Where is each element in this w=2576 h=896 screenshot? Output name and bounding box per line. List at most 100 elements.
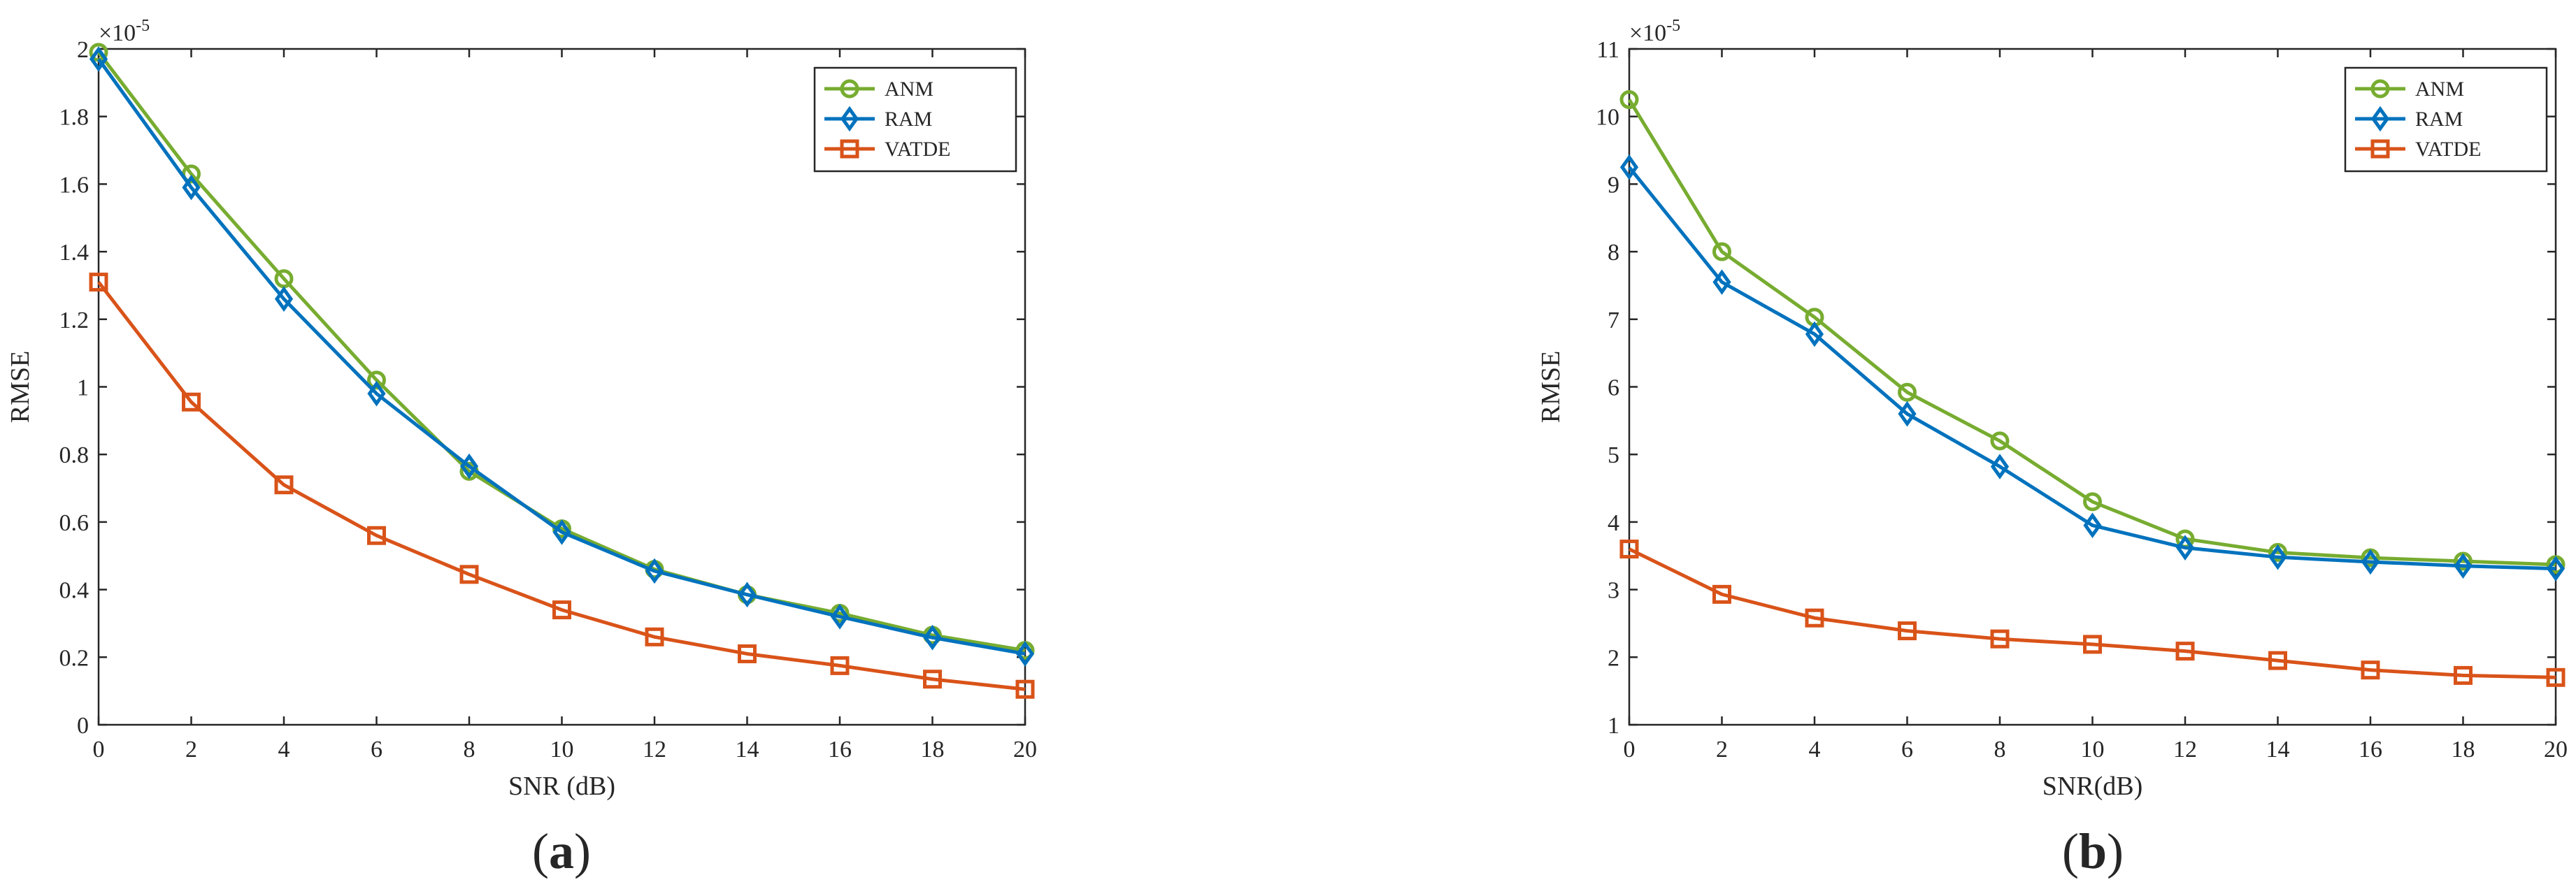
panel-label-part: a bbox=[549, 823, 574, 879]
y-tick-label: 3 bbox=[1608, 578, 1619, 604]
data-point-vatde bbox=[1990, 629, 2010, 649]
data-point-ram bbox=[2454, 553, 2473, 579]
x-tick-label: 2 bbox=[185, 737, 197, 763]
y-tick-label: 0.8 bbox=[59, 442, 90, 468]
data-point-ram bbox=[2361, 549, 2380, 575]
x-tick-label: 6 bbox=[1901, 737, 1913, 763]
x-tick-label: 14 bbox=[736, 737, 759, 763]
data-point-vatde bbox=[2268, 651, 2287, 670]
series-vatde bbox=[1619, 540, 2566, 687]
chart-panel-a: 0 2 4 6 8 10 12 14 16 18 20 0 0.2 0.4 0.6 0.8 1 1.2 1.4 1.6… bbox=[6, 17, 1037, 879]
x-tick-label: 8 bbox=[1994, 737, 2006, 763]
legend-swatch-marker bbox=[2370, 79, 2390, 99]
chart-panel-b: 0 2 4 6 8 10 12 14 16 18 201234567891011×10-5SNR(d… bbox=[1536, 17, 2568, 879]
legend-label: ANM bbox=[2415, 78, 2464, 101]
data-point-anm bbox=[1990, 431, 2010, 451]
x-tick-label: 0 bbox=[1624, 737, 1636, 763]
legend-label: VATDE bbox=[885, 138, 950, 161]
data-point-vatde bbox=[274, 475, 294, 495]
data-point-ram bbox=[1805, 321, 1824, 347]
y-tick-label: 2 bbox=[1608, 645, 1619, 671]
x-tick-label: 2 bbox=[1716, 737, 1728, 763]
data-point-vatde bbox=[1712, 584, 1731, 604]
x-tick-label: 20 bbox=[2544, 737, 2568, 763]
x-tick-label: 12 bbox=[2173, 737, 2197, 763]
panel-label-part: b bbox=[2079, 823, 2107, 879]
y-exponent-label: ×10-5 bbox=[99, 17, 150, 46]
panel-label: (b) bbox=[2062, 823, 2124, 879]
data-point-ram bbox=[1990, 454, 2010, 479]
data-point-ram bbox=[89, 46, 108, 72]
y-exponent-label: ×10-5 bbox=[1629, 17, 1680, 46]
series-line-anm bbox=[1627, 99, 2556, 567]
legend-label: RAM bbox=[885, 108, 932, 131]
data-point-anm bbox=[1619, 90, 1639, 110]
data-point-ram bbox=[923, 624, 942, 651]
data-point-vatde bbox=[830, 656, 850, 675]
x-tick-label: 8 bbox=[464, 737, 475, 763]
y-tick-label: 11 bbox=[1596, 37, 1619, 63]
data-point-vatde bbox=[2175, 642, 2195, 661]
y-tick-label: 5 bbox=[1608, 442, 1619, 468]
data-point-ram bbox=[459, 453, 479, 479]
y-exponent-power: -5 bbox=[136, 17, 150, 35]
data-point-vatde bbox=[1805, 608, 1824, 628]
data-point-ram bbox=[645, 558, 664, 584]
panel-label: (a) bbox=[532, 823, 591, 879]
data-point-ram bbox=[738, 581, 757, 608]
y-tick-label: 0.4 bbox=[59, 578, 90, 604]
data-point-vatde bbox=[1898, 621, 1917, 641]
legend-swatch-marker bbox=[840, 106, 859, 132]
y-tick-label: 10 bbox=[1596, 105, 1619, 131]
data-point-vatde bbox=[645, 627, 664, 646]
x-tick-label: 20 bbox=[1013, 737, 1037, 763]
legend-swatch-marker bbox=[2370, 106, 2390, 132]
data-point-vatde bbox=[1619, 540, 1639, 559]
legend-label: RAM bbox=[2415, 108, 2463, 131]
x-tick-label: 6 bbox=[371, 737, 382, 763]
y-tick-label: 2 bbox=[77, 37, 89, 63]
data-point-ram bbox=[2175, 535, 2195, 561]
data-point-ram bbox=[1898, 400, 1917, 427]
data-point-anm bbox=[2083, 492, 2102, 512]
data-point-vatde bbox=[459, 565, 479, 584]
series-line-anm bbox=[97, 51, 1026, 653]
x-tick-label: 14 bbox=[2266, 737, 2290, 763]
x-tick-label: 4 bbox=[1809, 737, 1821, 763]
y-tick-label: 6 bbox=[1608, 375, 1619, 401]
series-line-vatde bbox=[1628, 547, 2556, 679]
legend-label: VATDE bbox=[2415, 138, 2481, 161]
legend-swatch-marker bbox=[2370, 139, 2390, 159]
y-tick-label: 0.2 bbox=[59, 645, 90, 671]
data-point-ram bbox=[2546, 556, 2566, 581]
legend-label: ANM bbox=[885, 78, 933, 101]
data-point-anm bbox=[367, 370, 386, 390]
y-tick-label: 9 bbox=[1608, 172, 1619, 198]
data-point-vatde bbox=[367, 526, 386, 545]
legend: ANM RAM VATDE bbox=[2344, 66, 2548, 173]
series-vatde bbox=[89, 273, 1035, 699]
data-point-vatde bbox=[2083, 635, 2102, 654]
series-line-ram bbox=[1628, 166, 2556, 571]
x-axis-label: SNR (dB) bbox=[508, 772, 615, 801]
y-tick-label: 1.4 bbox=[59, 240, 90, 266]
data-point-vatde bbox=[923, 670, 942, 689]
y-tick-label: 8 bbox=[1608, 240, 1619, 266]
x-tick-label: 10 bbox=[550, 737, 574, 763]
y-axis-label: RMSE bbox=[6, 351, 35, 423]
y-tick-label: 1.2 bbox=[59, 308, 90, 333]
x-tick-label: 12 bbox=[643, 737, 666, 763]
data-point-ram bbox=[367, 380, 386, 407]
series-line-ram bbox=[96, 58, 1026, 656]
data-point-vatde bbox=[552, 600, 571, 620]
panel-label-part: ) bbox=[2107, 823, 2124, 879]
y-exponent-power: -5 bbox=[1666, 17, 1680, 35]
x-tick-label: 4 bbox=[278, 737, 290, 763]
data-point-ram bbox=[1015, 641, 1035, 667]
panel-label-part: ( bbox=[532, 823, 549, 879]
legend: ANM RAM VATDE bbox=[813, 66, 1017, 173]
data-point-ram bbox=[182, 174, 201, 201]
y-tick-label: 1.8 bbox=[59, 105, 90, 131]
data-point-vatde bbox=[2546, 667, 2566, 687]
series-ram bbox=[89, 46, 1035, 667]
